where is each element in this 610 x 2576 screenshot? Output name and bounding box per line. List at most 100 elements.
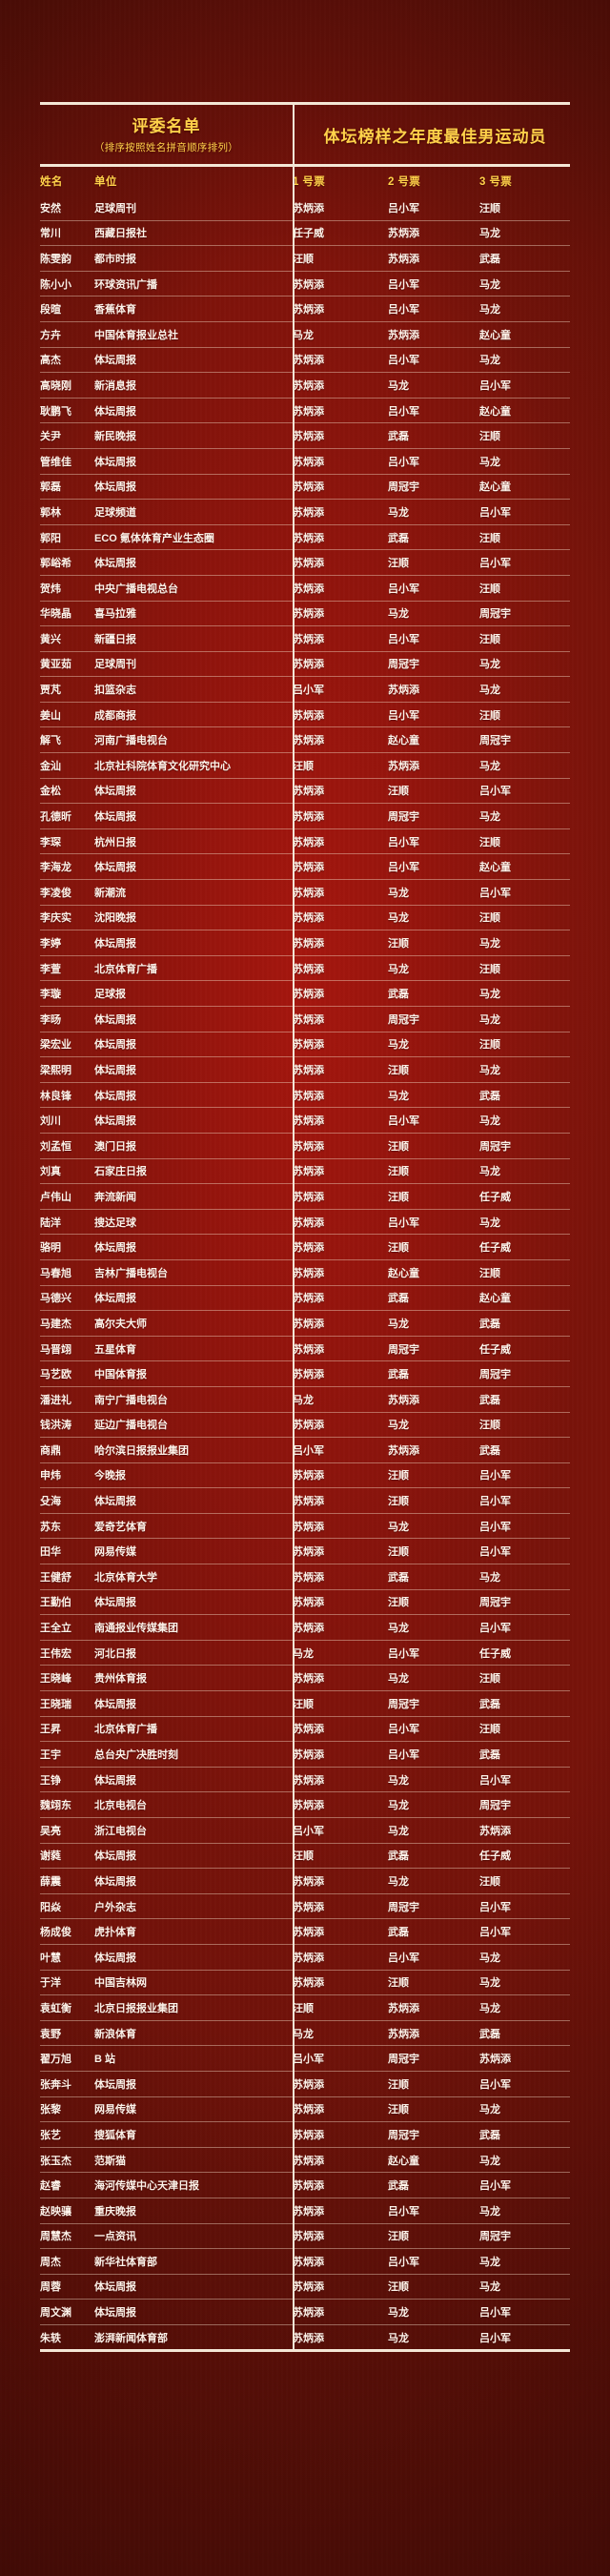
cell-vote3: 赵心童 (479, 473, 570, 500)
cell-vote2: 汪顺 (388, 549, 479, 576)
cell-vote1: 马龙 (293, 1639, 388, 1666)
cell-vote1: 苏炳添 (293, 1614, 388, 1641)
cell-name: 刘孟恒 (40, 1132, 94, 1159)
cell-org: 扣篮杂志 (94, 676, 293, 703)
cell-vote1: 苏炳添 (293, 1487, 388, 1514)
cell-vote1: 苏炳添 (293, 1056, 388, 1083)
award-header-cell: 体坛榜样之年度最佳男运动员 (293, 105, 570, 164)
cell-vote2: 汪顺 (388, 2096, 479, 2122)
cell-name: 王伟宏 (40, 1639, 94, 1666)
cell-vote3: 任子威 (479, 1234, 570, 1260)
cell-vote3: 吕小军 (479, 2070, 570, 2097)
cell-vote1: 吕小军 (293, 2045, 388, 2072)
cell-name: 申炜 (40, 1462, 94, 1488)
cell-vote1: 汪顺 (293, 1842, 388, 1869)
cell-vote3: 汪顺 (479, 1411, 570, 1438)
cell-name: 卢伟山 (40, 1183, 94, 1210)
cell-vote2: 武磊 (388, 2172, 479, 2198)
cell-vote2: 吕小军 (388, 296, 479, 322)
cell-vote3: 周冠宇 (479, 1132, 570, 1159)
cell-vote3: 马龙 (479, 1564, 570, 1590)
cell-org: 体坛周报 (94, 1766, 293, 1792)
cell-vote3: 吕小军 (479, 1512, 570, 1539)
cell-vote1: 苏炳添 (293, 1918, 388, 1945)
cell-vote2: 马龙 (388, 879, 479, 906)
cell-org: 体坛周报 (94, 1107, 293, 1134)
table-row: 王铮 体坛周报 苏炳添 马龙 吕小军 (40, 1766, 570, 1792)
cell-vote3: 吕小军 (479, 1487, 570, 1514)
table-row: 姜山 成都商报 苏炳添 吕小军 汪顺 (40, 701, 570, 727)
cell-vote1: 苏炳添 (293, 853, 388, 880)
cell-name: 李琛 (40, 828, 94, 854)
cell-name: 袁虹衡 (40, 1994, 94, 2021)
cell-name: 孔德昕 (40, 803, 94, 829)
table-top-rule (40, 102, 570, 105)
table-row: 刘真 石家庄日报 苏炳添 汪顺 马龙 (40, 1157, 570, 1184)
cell-vote3: 武磊 (479, 1310, 570, 1337)
cell-name: 高杰 (40, 346, 94, 373)
table-row: 袁野 新浪体育 马龙 苏炳添 武磊 (40, 2019, 570, 2046)
cell-vote2: 汪顺 (388, 930, 479, 956)
cell-org: 高尔夫大师 (94, 1310, 293, 1337)
cell-vote2: 周冠宇 (388, 2045, 479, 2072)
cell-name: 郭阳 (40, 523, 94, 550)
cell-vote1: 苏炳添 (293, 2273, 388, 2300)
cell-org: 新民晚报 (94, 422, 293, 449)
cell-vote3: 吕小军 (479, 879, 570, 906)
cell-vote3: 周冠宇 (479, 1791, 570, 1818)
cell-name: 王晓峰 (40, 1665, 94, 1691)
cell-name: 陈小小 (40, 270, 94, 296)
cell-name: 马建杰 (40, 1310, 94, 1337)
cell-vote2: 汪顺 (388, 1132, 479, 1159)
cell-vote3: 赵心童 (479, 320, 570, 348)
cell-vote2: 吕小军 (388, 447, 479, 475)
cell-vote1: 苏炳添 (293, 2248, 388, 2275)
cell-vote3: 周冠宇 (479, 2222, 570, 2249)
cell-vote2: 马龙 (388, 2323, 479, 2350)
cell-vote3: 汪顺 (479, 1258, 570, 1286)
cell-vote2: 马龙 (388, 1868, 479, 1894)
table-row: 陈小小 环球资讯广播 苏炳添 吕小军 马龙 (40, 270, 570, 296)
cell-name: 金松 (40, 777, 94, 804)
cell-name: 张黎 (40, 2096, 94, 2122)
cell-org: 澳门日报 (94, 1132, 293, 1159)
cell-org: 体坛周报 (94, 473, 293, 500)
cell-vote1: 苏炳添 (293, 1310, 388, 1337)
cell-org: 哈尔滨日报报业集团 (94, 1437, 293, 1463)
cell-vote3: 任子威 (479, 1842, 570, 1869)
cell-vote1: 苏炳添 (293, 1360, 388, 1387)
table-row: 张玉杰 范斯猫 苏炳添 赵心童 马龙 (40, 2146, 570, 2173)
cell-org: 香蕉体育 (94, 296, 293, 322)
table-body: 安然 足球周刊 苏炳添 吕小军 汪顺 常川 西藏日报社 任子威 苏炳添 马龙 陈雯韵 都市时报 汪顺 苏炳… (40, 195, 570, 2350)
table-header-group: 评委名单 （排序按照姓名拼音顺序排列） 体坛榜样之年度最佳男运动员 (40, 105, 570, 164)
col-header-vote3: 3 号票 (479, 176, 513, 188)
table-row: 刘川 体坛周报 苏炳添 吕小军 马龙 (40, 1107, 570, 1134)
cell-vote3: 汪顺 (479, 422, 570, 449)
cell-vote3: 任子威 (479, 1639, 570, 1666)
table-row: 王晓瑞 体坛周报 汪顺 周冠宇 武磊 (40, 1690, 570, 1717)
col-header-org: 单位 (94, 176, 117, 188)
cell-vote3: 武磊 (479, 1081, 570, 1108)
table-row: 于洋 中国吉林网 苏炳添 汪顺 马龙 (40, 1969, 570, 1995)
cell-org: ECO 氪体体育产业生态圈 (94, 523, 293, 550)
cell-name: 刘真 (40, 1157, 94, 1184)
cell-vote1: 苏炳添 (293, 1741, 388, 1768)
cell-vote1: 苏炳添 (293, 954, 388, 981)
table-row: 周杰 新华社体育部 苏炳添 吕小军 马龙 (40, 2248, 570, 2275)
cell-vote3: 马龙 (479, 1157, 570, 1184)
cell-org: 石家庄日报 (94, 1157, 293, 1184)
cell-vote3: 吕小军 (479, 1918, 570, 1945)
cell-vote1: 苏炳添 (293, 1081, 388, 1108)
cell-org: 中央广播电视总台 (94, 574, 293, 601)
cell-vote1: 汪顺 (293, 752, 388, 779)
cell-vote1: 苏炳添 (293, 1335, 388, 1361)
cell-name: 周杰 (40, 2248, 94, 2275)
cell-vote1: 苏炳添 (293, 1969, 388, 1995)
table-row: 李婷 体坛周报 苏炳添 汪顺 马龙 (40, 930, 570, 956)
cell-vote1: 苏炳添 (293, 346, 388, 373)
cell-vote3: 汪顺 (479, 1665, 570, 1691)
cell-vote3: 马龙 (479, 2096, 570, 2122)
table-row: 黄亚茹 足球周刊 苏炳添 周冠宇 马龙 (40, 650, 570, 677)
cell-vote3: 汪顺 (479, 904, 570, 930)
cell-org: 虎扑体育 (94, 1918, 293, 1945)
